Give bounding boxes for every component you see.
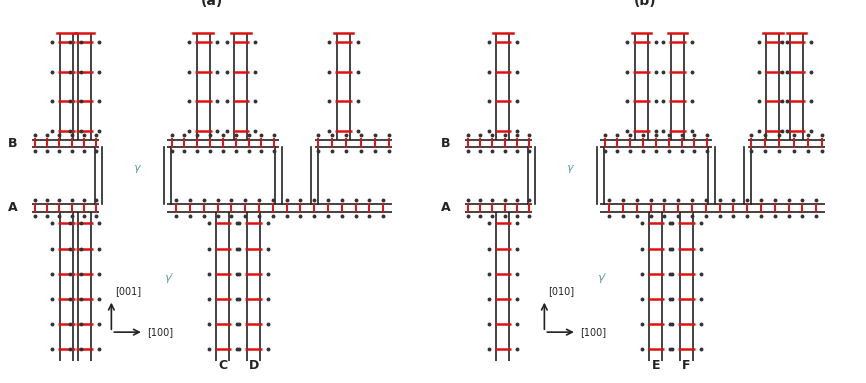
Text: A: A xyxy=(8,201,18,214)
Text: [010]: [010] xyxy=(548,286,574,296)
Text: γ: γ xyxy=(566,163,573,173)
Text: C: C xyxy=(218,359,228,372)
Text: γ′: γ′ xyxy=(165,273,173,283)
Text: γ: γ xyxy=(133,163,140,173)
Text: F: F xyxy=(682,359,691,372)
Text: (a): (a) xyxy=(201,0,223,8)
Text: [100]: [100] xyxy=(580,327,606,337)
Text: A: A xyxy=(441,201,451,214)
Text: D: D xyxy=(249,359,259,372)
Text: γ′: γ′ xyxy=(598,273,606,283)
Text: B: B xyxy=(9,137,18,150)
Text: E: E xyxy=(652,359,660,372)
Text: [100]: [100] xyxy=(147,327,173,337)
Text: B: B xyxy=(442,137,451,150)
Text: (b): (b) xyxy=(634,0,656,8)
Text: [001]: [001] xyxy=(115,286,141,296)
